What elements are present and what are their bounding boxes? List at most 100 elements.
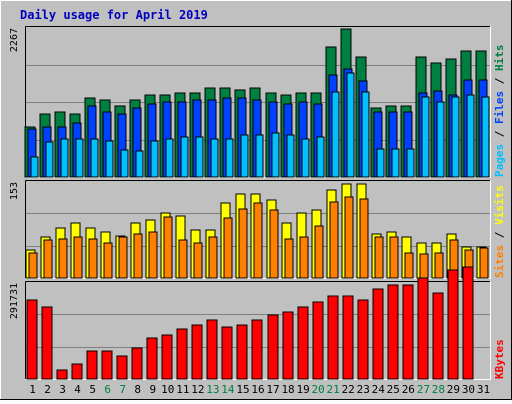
x-tick-label: 22: [342, 383, 355, 396]
bar-sites-day-25: [389, 236, 399, 279]
y-max-label: 153: [9, 182, 20, 200]
bar-kbytes-day-3: [56, 369, 68, 380]
bar-kbytes-day-29: [447, 269, 459, 380]
bar-sites-day-14: [223, 217, 233, 279]
bar-pages-day-7: [120, 149, 129, 178]
bar-pages-day-16: [255, 134, 264, 178]
bar-kbytes-day-17: [267, 314, 279, 380]
bar-sites-day-10: [163, 216, 173, 279]
bar-kbytes-day-2: [41, 306, 53, 380]
bar-pages-day-29: [451, 96, 460, 178]
bar-pages-day-13: [210, 138, 219, 178]
bar-kbytes-day-19: [297, 306, 309, 380]
bar-kbytes-day-15: [236, 324, 248, 380]
bar-kbytes-day-24: [372, 288, 384, 380]
bar-pages-day-10: [165, 138, 174, 178]
x-tick-label: 26: [402, 383, 415, 396]
panel-visits-sites: 153 Sites / Visits: [9, 180, 506, 279]
legend: Sites / Visits: [493, 185, 506, 278]
bar-pages-day-3: [60, 138, 69, 178]
bar-kbytes-day-9: [146, 337, 158, 380]
bar-sites-day-1: [28, 252, 38, 279]
bar-pages-day-15: [240, 134, 249, 178]
bar-kbytes-day-18: [282, 311, 294, 380]
bar-sites-day-11: [178, 239, 188, 279]
x-tick-label: 30: [462, 383, 475, 396]
bar-sites-day-19: [299, 236, 309, 279]
y-max-label: 2267: [9, 28, 20, 52]
x-tick-label: 4: [74, 383, 81, 396]
bar-sites-day-15: [238, 208, 248, 279]
x-tick-label: 6: [104, 383, 111, 396]
bar-pages-day-28: [436, 101, 445, 178]
legend-sites: Sites: [493, 245, 506, 278]
panel-kbytes: 291731 KBytes: [9, 266, 506, 380]
bar-kbytes-day-4: [71, 363, 83, 380]
bar-kbytes-day-20: [312, 301, 324, 380]
x-tick-label: 17: [266, 383, 279, 396]
x-tick-label: 1: [29, 383, 36, 396]
bar-sites-day-12: [193, 242, 203, 279]
bar-kbytes-day-7: [116, 355, 128, 380]
x-axis-labels: 1 2 3 4 5 6 7 8 9 10 11 12 13 14 15 16 17 18 19 20 21 22 23 24 2…: [29, 383, 490, 396]
legend-files: Files: [493, 91, 506, 124]
bar-pages-day-12: [195, 136, 204, 178]
bar-kbytes-day-30: [462, 266, 474, 380]
x-tick-label: 29: [447, 383, 460, 396]
bar-sites-day-6: [103, 242, 113, 279]
bar-pages-day-6: [105, 140, 114, 178]
x-tick-label: 16: [251, 383, 264, 396]
bar-pages-day-17: [271, 132, 280, 178]
chart-panels: 2267 Pages / Files / Hits 153 Sites / Visit…: [9, 26, 506, 380]
panel-hits-files-pages: 2267 Pages / Files / Hits: [9, 26, 506, 178]
legend: KBytes: [493, 339, 506, 379]
bar-sites-day-27: [419, 253, 429, 279]
bar-sites-day-26: [404, 252, 414, 279]
series-pages: [30, 72, 490, 178]
x-tick-label: 28: [432, 383, 445, 396]
x-tick-label: 11: [176, 383, 189, 396]
x-tick-label: 20: [312, 383, 325, 396]
bar-kbytes-day-28: [432, 292, 444, 380]
legend-kbytes: KBytes: [493, 339, 506, 379]
legend: Pages / Files / Hits: [493, 45, 506, 178]
bar-kbytes-day-12: [191, 324, 203, 380]
bar-kbytes-day-22: [342, 295, 354, 380]
x-tick-label: 12: [191, 383, 204, 396]
chart-title: Daily usage for April 2019: [20, 8, 208, 22]
x-tick-label: 25: [387, 383, 400, 396]
bar-kbytes-day-21: [327, 295, 339, 380]
bar-sites-day-8: [133, 233, 143, 279]
bar-sites-day-24: [374, 236, 384, 279]
x-tick-label: 5: [89, 383, 96, 396]
bar-pages-day-19: [301, 138, 310, 178]
x-tick-label: 7: [119, 383, 126, 396]
bar-pages-day-20: [316, 136, 325, 178]
bar-pages-day-9: [150, 140, 159, 178]
bar-pages-day-30: [466, 94, 475, 178]
bar-sites-day-9: [148, 231, 158, 279]
bar-kbytes-day-14: [221, 326, 233, 380]
bar-sites-day-22: [344, 196, 354, 279]
bar-kbytes-day-10: [161, 334, 173, 380]
x-tick-label: 14: [221, 383, 235, 396]
x-tick-label: 10: [161, 383, 174, 396]
bar-pages-day-2: [45, 141, 54, 178]
bar-pages-day-27: [421, 96, 430, 178]
series-kbytes: [26, 266, 474, 380]
bar-kbytes-day-8: [131, 347, 143, 380]
x-tick-label: 31: [477, 383, 490, 396]
legend- /: /: [493, 225, 506, 245]
bar-kbytes-day-27: [417, 277, 429, 380]
bar-pages-day-14: [225, 138, 234, 178]
bar-sites-day-2: [43, 239, 53, 279]
bar-pages-day-18: [286, 134, 295, 178]
x-tick-label: 2: [44, 383, 51, 396]
bar-kbytes-day-25: [387, 284, 399, 380]
bar-pages-day-5: [90, 138, 99, 178]
bar-sites-day-31: [479, 247, 489, 279]
legend- /: /: [493, 71, 506, 91]
bar-kbytes-day-23: [357, 299, 369, 380]
